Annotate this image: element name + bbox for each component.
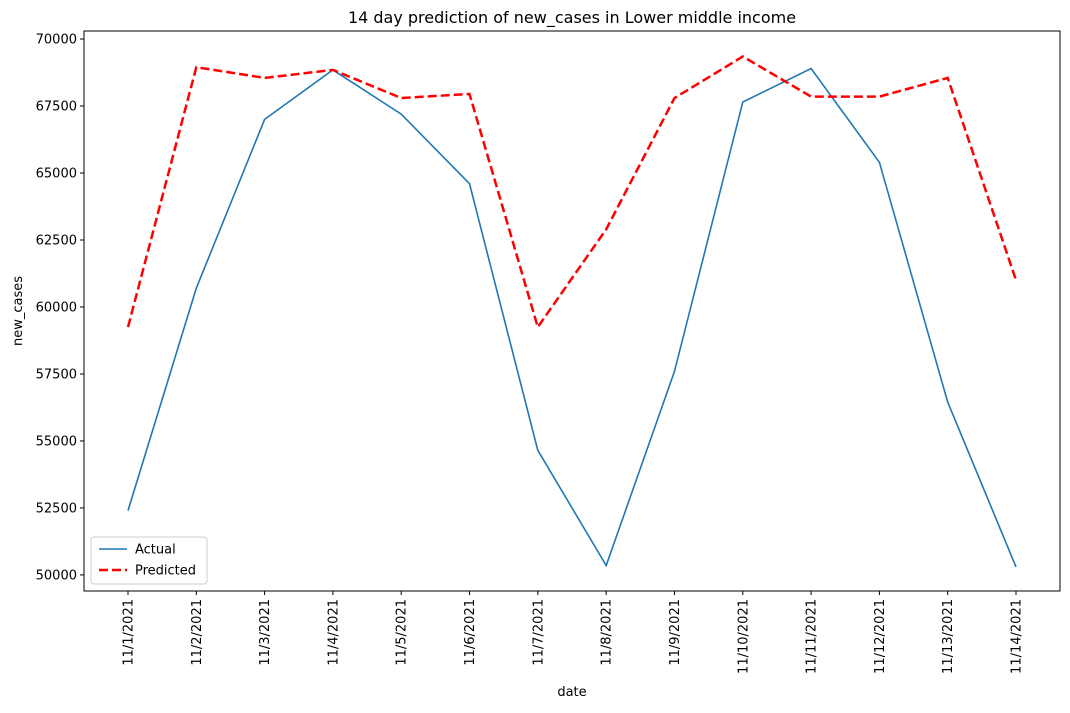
x-tick-label: 11/2/2021 (190, 599, 205, 666)
legend-label-actual: Actual (135, 543, 176, 558)
series-line-actual (128, 69, 1016, 567)
x-tick-label: 11/9/2021 (668, 599, 683, 666)
x-tick-label: 11/8/2021 (600, 599, 615, 666)
x-tick-label: 11/13/2021 (941, 599, 956, 674)
y-tick-label: 50000 (36, 568, 77, 583)
x-axis: 11/1/2021 11/2/2021 11/3/2021 11/4/2021 11/5… (122, 591, 1025, 674)
y-axis-label: new_cases (11, 276, 26, 346)
y-tick-label: 70000 (36, 33, 77, 48)
y-tick-label: 62500 (36, 233, 77, 248)
y-axis: 50000 52500 55000 57500 60000 62500 65000 67500… (36, 33, 84, 584)
x-tick-label: 11/12/2021 (873, 599, 888, 674)
legend: Actual Predicted (91, 537, 207, 584)
x-tick-label: 11/4/2021 (326, 599, 341, 666)
y-tick-label: 65000 (36, 167, 77, 182)
chart-title: 14 day prediction of new_cases in Lower … (348, 8, 796, 28)
y-tick-label: 67500 (36, 100, 77, 115)
x-tick-label: 11/1/2021 (122, 599, 137, 666)
x-tick-label: 11/11/2021 (805, 599, 820, 674)
x-tick-label: 11/10/2021 (736, 599, 751, 674)
y-tick-label: 60000 (36, 300, 77, 315)
y-tick-label: 57500 (36, 367, 77, 382)
x-tick-label: 11/5/2021 (395, 599, 410, 666)
x-tick-label: 11/7/2021 (531, 599, 546, 666)
x-tick-label: 11/14/2021 (1010, 599, 1025, 674)
x-tick-label: 11/3/2021 (258, 599, 273, 666)
y-tick-label: 55000 (36, 434, 77, 449)
x-tick-label: 11/6/2021 (463, 599, 478, 666)
y-tick-label: 52500 (36, 501, 77, 516)
legend-label-predicted: Predicted (135, 564, 196, 579)
series-layer (128, 56, 1016, 567)
x-axis-label: date (557, 685, 586, 700)
series-line-predicted (128, 57, 1016, 328)
